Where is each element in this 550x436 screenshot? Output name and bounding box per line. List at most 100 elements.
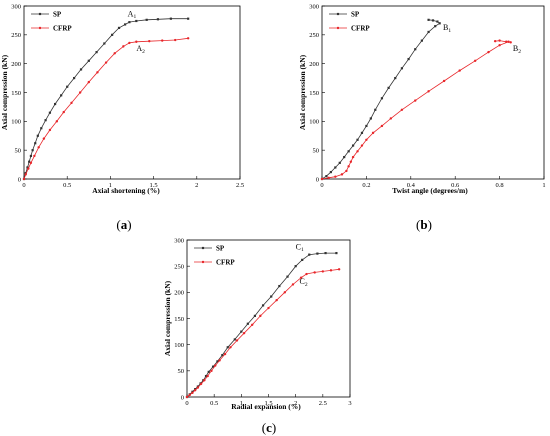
data-point-cfrp [291, 283, 295, 286]
data-point-cfrp [275, 298, 278, 302]
data-point-cfrp [214, 364, 217, 367]
data-point-cfrp [186, 37, 190, 40]
data-point-sp [365, 124, 368, 128]
x-tick-label: 1 [240, 400, 243, 407]
data-point-cfrp [313, 271, 316, 274]
data-point-cfrp [161, 39, 164, 42]
data-point-sp [207, 370, 210, 373]
legend-label-cfrp: CFRP [351, 25, 370, 33]
data-point-sp [246, 322, 249, 325]
data-point-cfrp [33, 154, 36, 158]
legend-label-sp: SP [351, 11, 360, 19]
data-point-cfrp [329, 269, 333, 272]
y-tick-label: 250 [309, 32, 319, 39]
x-tick-label: 2.5 [319, 400, 327, 407]
data-point-cfrp [299, 276, 303, 279]
data-point-sp [294, 265, 297, 268]
data-point-cfrp [206, 374, 209, 378]
data-point-sp [233, 338, 236, 341]
data-point-cfrp [22, 177, 26, 181]
y-tick-label: 50 [15, 147, 22, 154]
data-point-cfrp [87, 80, 91, 84]
legend-marker-cfrp [201, 260, 205, 264]
y-tick-label: 0 [316, 176, 319, 183]
data-point-sp [394, 76, 397, 80]
y-tick-label: 150 [309, 90, 319, 97]
data-point-cfrp [351, 155, 355, 159]
series-line-sp [186, 252, 337, 398]
data-point-cfrp [356, 150, 359, 153]
legend-label-sp: SP [53, 11, 62, 19]
x-tick-label: 2 [294, 400, 297, 407]
data-point-cfrp [498, 44, 501, 47]
data-point-sp [431, 19, 435, 22]
chart-2: 0 0.2 0.4 0.6 0.8 1 0 50 100 150 200 250 300 Twist an… [298, 3, 546, 195]
y-axis-label: Axial compression (kN) [0, 54, 9, 130]
data-point-cfrp [37, 146, 40, 149]
chart-3: 0 0.5 1 1.5 2 2.5 3 0 50 100 150 200 250 300 Radial ex… [163, 237, 352, 411]
series-line-sp [321, 19, 441, 180]
data-point-cfrp [210, 369, 213, 373]
y-tick-label: 100 [309, 119, 319, 126]
data-point-cfrp [458, 69, 461, 72]
point-annotation: C2 [299, 277, 307, 288]
x-tick-label: 0.8 [496, 182, 504, 189]
data-point-cfrp [493, 39, 497, 43]
data-point-sp [95, 51, 98, 54]
data-point-sp [60, 94, 63, 97]
data-point-sp [221, 354, 224, 357]
y-tick-label: 300 [174, 237, 184, 244]
data-point-cfrp [242, 331, 246, 335]
data-point-cfrp [24, 173, 27, 176]
data-point-sp [54, 102, 57, 106]
data-point-sp [66, 85, 69, 88]
data-point-cfrp [42, 137, 46, 140]
x-axis-label: Axial shortening (%) [92, 186, 160, 195]
data-point-cfrp [414, 99, 417, 102]
data-point-sp [325, 175, 328, 178]
series-line-cfrp [186, 268, 340, 398]
data-point-cfrp [27, 167, 30, 170]
data-point-cfrp [337, 268, 341, 271]
data-point-sp [324, 251, 327, 255]
y-tick-label: 50 [313, 147, 320, 154]
data-point-sp [34, 142, 37, 145]
y-tick-label: 200 [309, 61, 319, 68]
panel-label: (a) [116, 217, 131, 232]
x-tick-label: 0 [22, 182, 25, 189]
plot-frame [186, 239, 351, 398]
data-point-sp [28, 160, 31, 163]
data-point-cfrp [400, 108, 404, 112]
data-point-cfrp [122, 45, 125, 48]
data-point-cfrp [188, 393, 191, 397]
data-point-sp [79, 68, 83, 71]
data-point-sp [204, 374, 208, 378]
panel-label: (b) [416, 217, 432, 232]
data-point-sp [335, 251, 338, 255]
data-point-cfrp [148, 39, 151, 43]
data-point-cfrp [505, 40, 508, 43]
panel-label: (c) [262, 420, 276, 435]
data-point-cfrp [78, 91, 82, 94]
data-point-sp [145, 18, 148, 21]
series-line-cfrp [321, 40, 511, 180]
y-tick-label: 300 [309, 3, 319, 10]
x-tick-label: 1.5 [150, 182, 158, 189]
data-point-cfrp [371, 131, 375, 135]
data-point-cfrp [334, 175, 337, 178]
data-point-sp [301, 258, 304, 261]
data-point-sp [226, 346, 229, 349]
data-point-sp [286, 275, 289, 278]
x-tick-label: 2 [195, 182, 198, 189]
data-point-sp [436, 20, 439, 23]
data-point-sp [211, 365, 215, 368]
y-tick-label: 100 [174, 342, 184, 349]
data-point-sp [338, 161, 341, 164]
data-point-sp [329, 170, 332, 174]
legend-marker-cfrp [336, 26, 340, 30]
data-point-sp [334, 166, 337, 169]
y-tick-label: 250 [174, 263, 184, 270]
data-point-sp [169, 17, 172, 20]
data-point-cfrp [193, 388, 197, 392]
